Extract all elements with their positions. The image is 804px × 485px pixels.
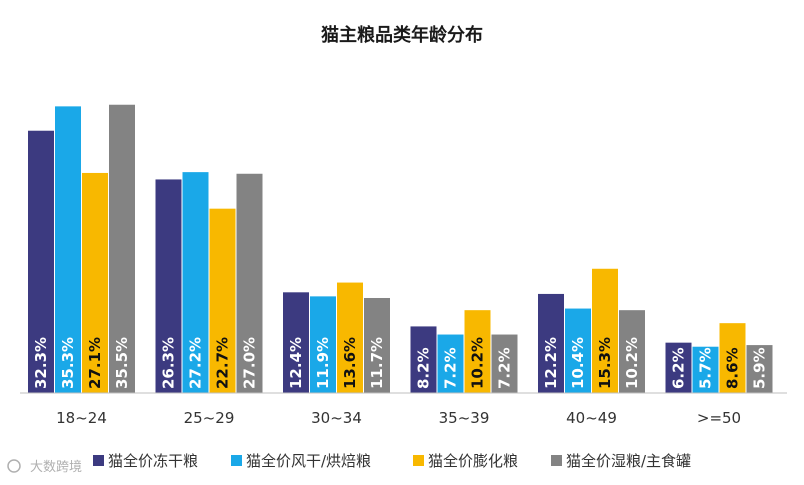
data-label-layer: 32.3% 35.3% 27.1% 35.5% 26.3% 27.2% 22.7% 27.0%… (32, 337, 769, 389)
bar-5-1 (692, 346, 719, 393)
legend-swatch-3 (551, 455, 562, 466)
legend-swatch-0 (93, 455, 104, 466)
bar-0-0 (28, 130, 54, 393)
bar-1-3 (236, 173, 263, 393)
data-label-2-1: 11.9% (314, 337, 332, 389)
data-label-1-2: 22.7% (214, 337, 232, 389)
chart-title: 猫主粮品类年龄分布 (321, 24, 483, 46)
data-label-4-1: 10.4% (569, 337, 587, 389)
data-label-4-2: 15.3% (596, 337, 614, 389)
bar-0-1 (55, 106, 81, 393)
data-label-3-0: 8.2% (415, 347, 433, 389)
legend: 猫全价冻干粮 猫全价风干/烘焙粮 猫全价膨化粮 猫全价湿粮/主食罐 (93, 452, 691, 470)
bar-0-3 (109, 104, 135, 394)
legend-label-0: 猫全价冻干粮 (108, 452, 198, 470)
bar-3-0 (410, 326, 437, 393)
data-label-0-3: 35.5% (113, 337, 131, 389)
bar-5-0 (665, 342, 692, 393)
x-tick-label: 25~29 (184, 409, 235, 427)
bar-5-2 (719, 323, 746, 393)
bar-5-3 (746, 345, 773, 393)
data-label-1-1: 27.2% (187, 337, 205, 389)
watermark-logo-icon (7, 459, 21, 473)
x-tick-label: 30~34 (311, 409, 362, 427)
legend-label-3: 猫全价湿粮/主食罐 (566, 452, 691, 470)
bar-4-0 (538, 293, 564, 393)
data-label-1-3: 27.0% (241, 337, 259, 389)
bar-2-3 (364, 297, 390, 393)
bar-2-2 (337, 282, 363, 393)
data-label-0-0: 32.3% (32, 337, 50, 389)
bar-1-0 (155, 179, 182, 393)
x-tick-label: 18~24 (56, 409, 107, 427)
data-label-3-2: 10.2% (469, 337, 487, 389)
data-label-0-2: 27.1% (86, 337, 104, 389)
data-label-4-0: 12.2% (542, 337, 560, 389)
legend-swatch-1 (231, 455, 242, 466)
legend-label-1: 猫全价风干/烘焙粮 (246, 452, 371, 470)
bar-3-1 (437, 334, 464, 393)
data-label-2-0: 12.4% (287, 337, 305, 389)
x-tick-layer: 18~24 25~29 30~34 35~39 40~49 >=50 (56, 409, 741, 427)
x-tick-label: >=50 (697, 409, 741, 427)
data-label-5-3: 5.9% (751, 347, 769, 389)
bar-4-2 (592, 268, 618, 393)
data-label-0-1: 35.3% (59, 337, 77, 389)
bar-4-1 (565, 308, 591, 393)
data-label-3-1: 7.2% (442, 347, 460, 389)
data-label-5-1: 5.7% (697, 347, 715, 389)
data-label-5-0: 6.2% (670, 347, 688, 389)
legend-swatch-2 (413, 455, 424, 466)
data-label-2-3: 11.7% (368, 337, 386, 389)
watermark: 大数跨境 (7, 459, 82, 475)
data-label-2-2: 13.6% (341, 337, 359, 389)
bar-1-1 (182, 172, 209, 393)
bar-4-3 (619, 310, 645, 393)
watermark-text: 大数跨境 (30, 460, 82, 475)
data-label-4-3: 10.2% (623, 337, 641, 389)
data-label-1-0: 26.3% (160, 337, 178, 389)
data-label-5-2: 8.6% (724, 347, 742, 389)
x-tick-label: 40~49 (566, 409, 617, 427)
bar-1-2 (209, 208, 236, 393)
bar-0-2 (82, 172, 108, 393)
bar-3-2 (464, 310, 491, 393)
legend-label-2: 猫全价膨化粮 (428, 452, 518, 470)
bar-2-1 (310, 296, 336, 393)
bar-3-3 (491, 334, 518, 393)
x-tick-label: 35~39 (439, 409, 490, 427)
bar-2-0 (283, 292, 309, 393)
data-label-3-3: 7.2% (496, 347, 514, 389)
bars-layer (28, 104, 773, 394)
